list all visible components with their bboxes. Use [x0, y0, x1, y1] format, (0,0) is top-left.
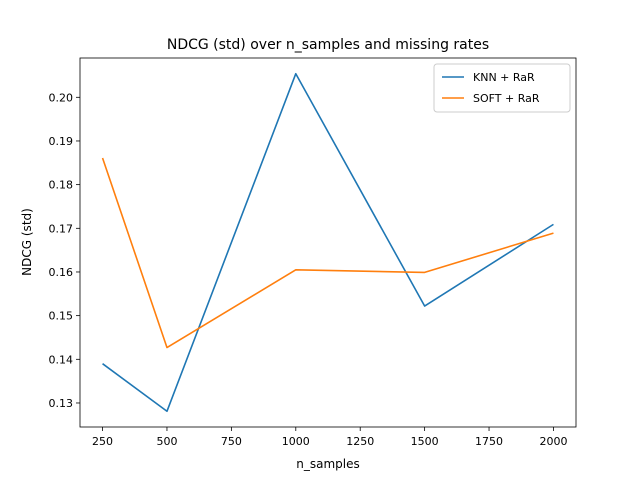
legend-box	[433, 63, 571, 113]
x-tick-label: 750	[221, 435, 242, 448]
x-tick-label: 1250	[346, 435, 374, 448]
x-tick-label: 2000	[539, 435, 567, 448]
y-tick-label: 0.19	[49, 135, 74, 148]
y-tick-label: 0.18	[49, 179, 74, 192]
series-line-1	[101, 157, 554, 349]
axes-frame	[79, 57, 577, 428]
y-tick-label: 0.15	[49, 310, 74, 323]
plot-area: 250 500 750 1000 1250 1500 1750 2000 0.130.140.…	[49, 57, 577, 448]
x-tick-label: 250	[92, 435, 113, 448]
chart-title: NDCG (std) over n_samples and missing ra…	[167, 37, 489, 53]
x-tick-label: 1500	[411, 435, 439, 448]
legend: KNN + RaR SOFT + RaR	[433, 63, 571, 113]
x-axis-label: n_samples	[296, 457, 360, 471]
legend-label-0: KNN + RaR	[473, 71, 535, 84]
x-tick-label: 500	[156, 435, 177, 448]
series-lines	[101, 72, 554, 413]
y-tick-label: 0.17	[49, 222, 74, 235]
legend-label-1: SOFT + RaR	[473, 92, 540, 105]
series-line-0	[102, 72, 554, 413]
y-axis-ticks: 0.13 0.14 0.15 0.16 0.17 0.18 0.19 0.20	[49, 91, 80, 410]
x-tick-label: 1000	[282, 435, 310, 448]
y-tick-label: 0.13	[49, 397, 74, 410]
x-axis-ticks: 250 500 750 1000 1250 1500 1750 2000	[92, 427, 567, 448]
y-axis-label: NDCG (std)	[20, 208, 34, 276]
y-tick-label: 0.16	[49, 266, 74, 279]
y-tick-label: 0.14	[49, 353, 74, 366]
x-tick-label: 1750	[475, 435, 503, 448]
y-tick-label: 0.20	[49, 91, 74, 104]
